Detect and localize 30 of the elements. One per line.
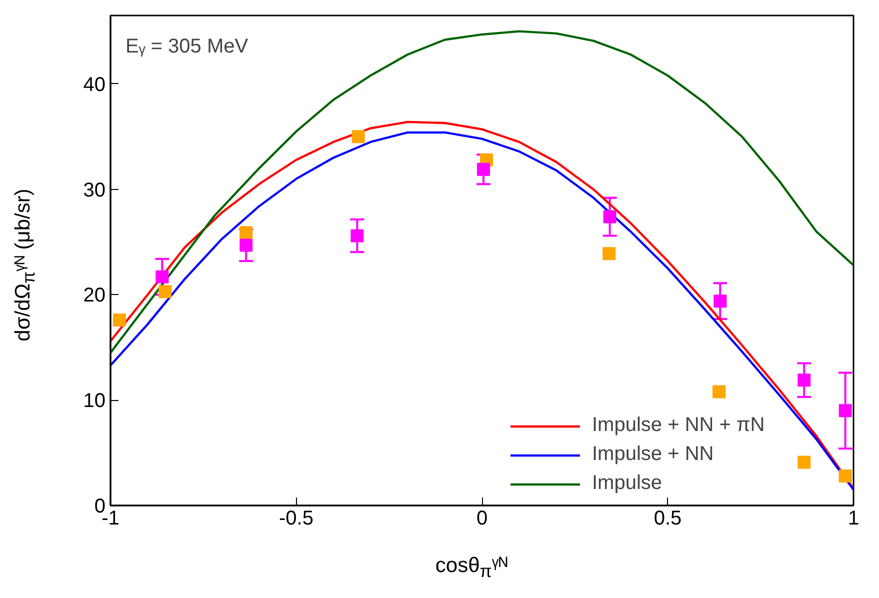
point xyxy=(112,314,126,327)
x-axis-title: cosθ$_{π}$ᵞᴺ xyxy=(434,553,509,584)
x-tick-label: 1 xyxy=(848,508,860,530)
y-tick-label: 10 xyxy=(83,390,106,412)
annotation: Eᵧ = 305 MeV xyxy=(126,36,249,58)
point xyxy=(602,247,616,260)
legend-label: Impulse xyxy=(592,472,662,495)
y-tick-label: 40 xyxy=(83,74,106,96)
point xyxy=(156,270,169,284)
point xyxy=(240,238,253,252)
point xyxy=(240,226,253,240)
point xyxy=(603,210,616,224)
legend-label: Impulse + NN xyxy=(592,443,714,466)
point xyxy=(350,229,364,242)
point xyxy=(352,130,365,144)
x-tick-label: 0 xyxy=(476,508,488,530)
point xyxy=(798,456,811,469)
point xyxy=(798,374,811,387)
y-tick-label: 20 xyxy=(83,284,106,307)
y-tick-label: 30 xyxy=(83,179,106,202)
point xyxy=(838,469,852,482)
point xyxy=(158,285,172,298)
x-tick-label: 0.5 xyxy=(654,508,682,530)
point xyxy=(838,404,852,418)
line-series xyxy=(110,30,854,354)
legend-label: Impulse + NN + πN xyxy=(592,414,765,437)
point xyxy=(714,294,727,308)
x-tick-label: -0.5 xyxy=(279,508,314,530)
point xyxy=(712,385,726,398)
point xyxy=(476,162,490,176)
